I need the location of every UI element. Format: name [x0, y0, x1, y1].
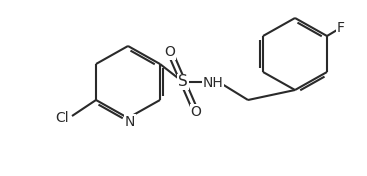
Text: O: O [190, 105, 201, 119]
Text: F: F [337, 21, 345, 35]
Text: N: N [125, 115, 135, 129]
Text: S: S [178, 74, 188, 90]
Text: Cl: Cl [55, 111, 69, 125]
Text: NH: NH [203, 76, 224, 90]
Text: O: O [164, 45, 175, 59]
